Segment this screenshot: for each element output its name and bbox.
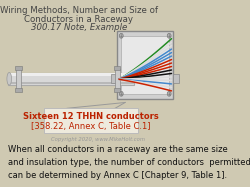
- Circle shape: [119, 91, 123, 96]
- Text: When all conductors in a raceway are the same size
and insulation type, the numb: When all conductors in a raceway are the…: [8, 145, 250, 180]
- Text: Conductors in a Raceway: Conductors in a Raceway: [24, 15, 133, 24]
- Bar: [115, 69, 120, 89]
- Bar: [8, 73, 134, 85]
- Bar: [16, 88, 22, 92]
- Circle shape: [167, 33, 171, 38]
- Circle shape: [119, 33, 123, 38]
- Text: [358.22, Annex C, Table C.1]: [358.22, Annex C, Table C.1]: [32, 122, 151, 131]
- Bar: [16, 69, 21, 89]
- Text: 300.17 Note, Example: 300.17 Note, Example: [31, 23, 127, 32]
- Text: Wiring Methods, Number and Size of: Wiring Methods, Number and Size of: [0, 6, 158, 15]
- Ellipse shape: [7, 73, 12, 85]
- Bar: [114, 88, 120, 92]
- Bar: [8, 82, 134, 84]
- Text: Copyright 2020, www.MikeHolt.com: Copyright 2020, www.MikeHolt.com: [51, 137, 145, 142]
- Bar: [114, 66, 120, 70]
- FancyBboxPatch shape: [121, 36, 169, 94]
- FancyBboxPatch shape: [118, 31, 173, 99]
- FancyBboxPatch shape: [44, 108, 138, 133]
- Text: 3/4 EMT: 3/4 EMT: [46, 75, 89, 85]
- Bar: [8, 73, 134, 76]
- Bar: [111, 74, 117, 83]
- Bar: [173, 74, 179, 83]
- Bar: [16, 66, 22, 70]
- Circle shape: [167, 91, 171, 96]
- Text: Sixteen 12 THHN conductors: Sixteen 12 THHN conductors: [23, 111, 159, 120]
